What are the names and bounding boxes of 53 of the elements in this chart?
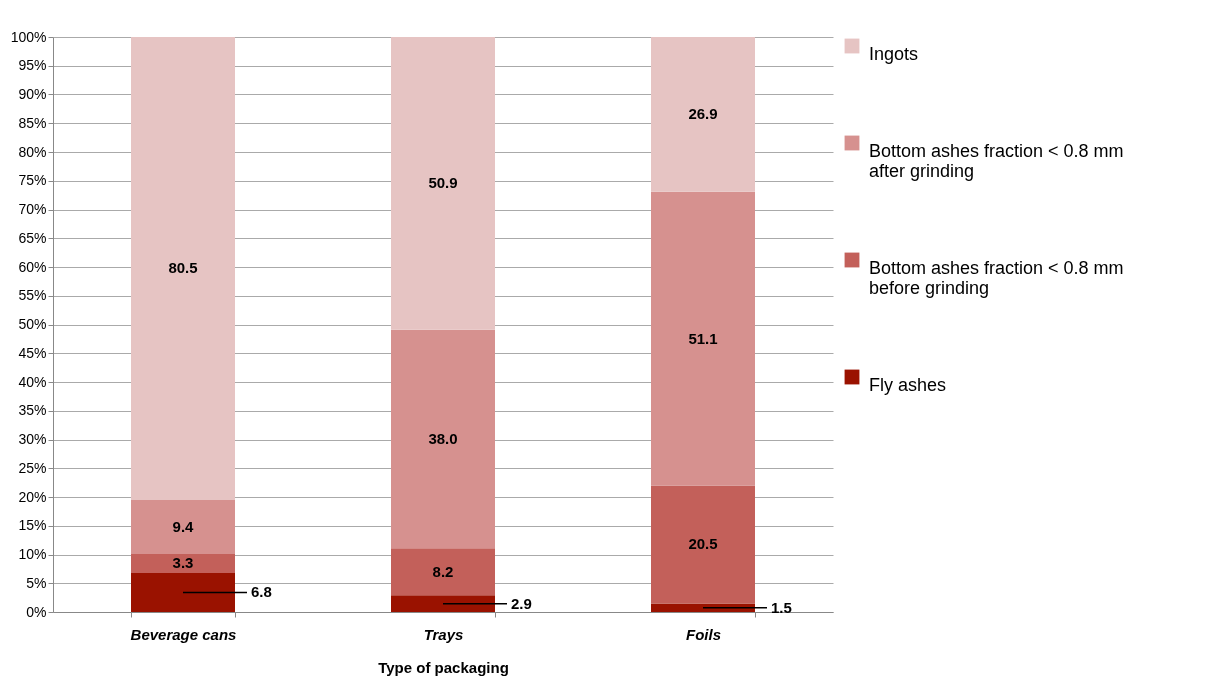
data-label: 51.1	[688, 329, 718, 347]
y-tick-label: 60%	[18, 258, 47, 275]
bar	[651, 603, 755, 612]
data-label: 26.9	[688, 105, 718, 123]
bar	[651, 191, 755, 486]
data-label: 80.5	[168, 259, 198, 277]
y-tick-label: 0%	[26, 603, 47, 620]
y-tick-label: 45%	[18, 344, 47, 361]
x-tick-label: Foils	[685, 625, 722, 643]
y-tick-label: 10%	[18, 546, 47, 562]
x-axis-title: Type of packaging	[378, 658, 509, 676]
bar	[391, 548, 495, 596]
data-label: 38.0	[428, 429, 458, 447]
y-tick-label: 80%	[18, 143, 47, 160]
data-label: 2.9	[511, 594, 532, 612]
y-tick-label: 100%	[10, 28, 47, 45]
data-label: 50.9	[428, 174, 458, 192]
y-tick-label: 65%	[18, 229, 47, 246]
legend-label: Bottom ashes fraction < 0.8 mm after grinding	[869, 141, 1124, 181]
bar	[651, 37, 755, 192]
y-tick-label: 35%	[18, 402, 47, 419]
data-label: 3.3	[172, 554, 194, 572]
y-tick-label: 25%	[18, 459, 47, 476]
legend-label: Ingots	[869, 44, 919, 64]
y-tick-label: 85%	[18, 114, 47, 131]
y-tick-label: 40%	[18, 373, 47, 390]
legend-label: Fly ashes	[869, 375, 947, 395]
y-tick-label: 50%	[18, 316, 47, 332]
data-label: 6.8	[251, 583, 272, 601]
y-tick-label: 55%	[18, 287, 47, 304]
data-label: 1.5	[771, 598, 792, 616]
bar	[131, 572, 235, 612]
y-tick-label: 30%	[18, 431, 47, 447]
y-tick-label: 5%	[26, 574, 47, 591]
x-tick-label: Beverage cans	[130, 625, 237, 643]
y-tick-label: 90%	[18, 86, 47, 102]
y-tick-label: 70%	[18, 201, 47, 217]
y-tick-label: 75%	[18, 172, 47, 189]
bar	[391, 329, 495, 549]
bar	[651, 485, 755, 604]
legend-label: Bottom ashes fraction < 0.8 mm before grinding	[869, 258, 1124, 298]
bar	[391, 595, 495, 612]
data-label: 8.2	[432, 562, 454, 580]
bar	[131, 499, 235, 554]
bar	[131, 553, 235, 573]
y-tick-label: 15%	[18, 517, 47, 534]
data-label: 20.5	[688, 535, 718, 553]
bar	[391, 37, 495, 330]
y-tick-label: 20%	[18, 488, 47, 505]
x-tick-label: Trays	[423, 625, 464, 643]
data-label: 9.4	[172, 517, 195, 535]
y-tick-label: 95%	[18, 57, 47, 74]
bar	[131, 37, 235, 500]
